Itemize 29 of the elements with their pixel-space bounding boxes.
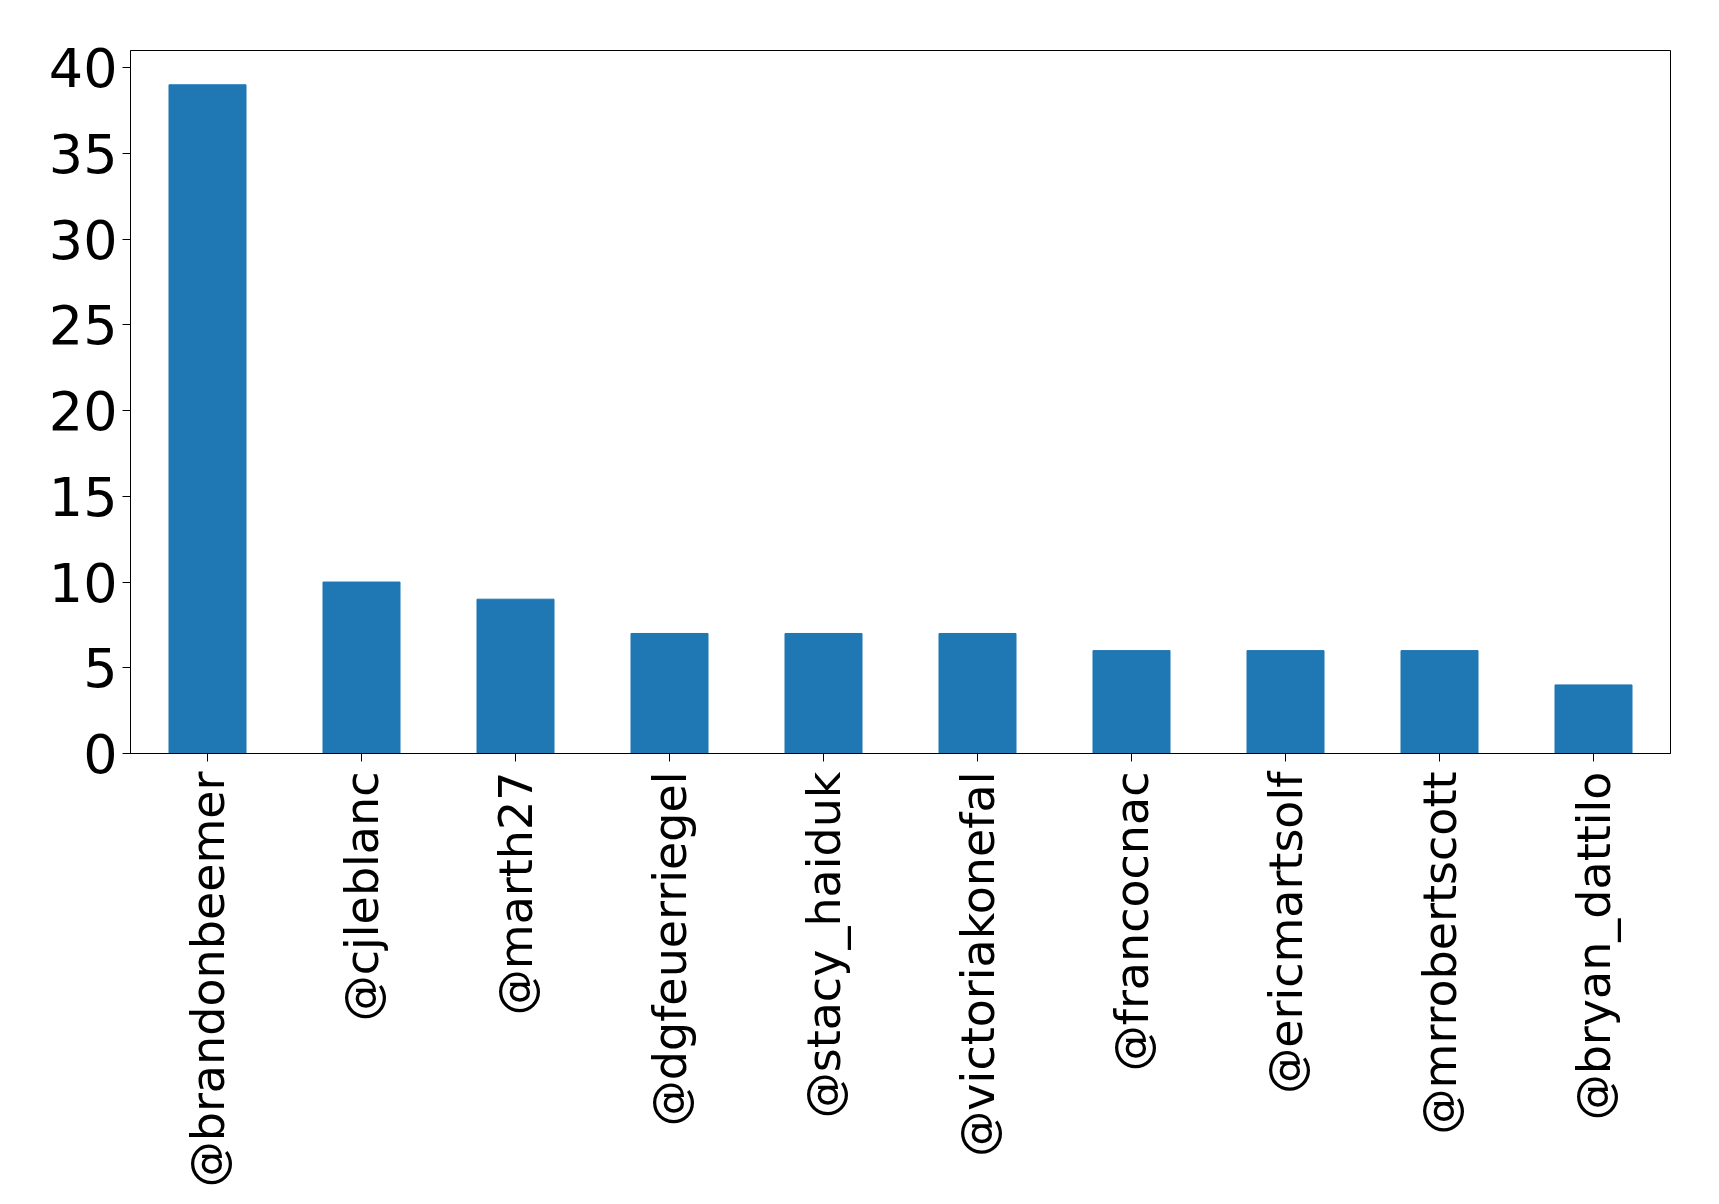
bar xyxy=(168,84,247,754)
bar xyxy=(476,598,555,754)
y-tick-label: 20 xyxy=(48,380,118,444)
bar xyxy=(784,632,863,754)
x-tick-label: @francocnac xyxy=(1104,771,1159,1072)
bar xyxy=(1092,650,1171,754)
x-tick-label: @brandonbeemer xyxy=(180,771,235,1188)
bar xyxy=(322,581,401,754)
y-tick-label: 30 xyxy=(48,208,118,272)
x-tick-label: @cjleblanc xyxy=(334,771,389,1022)
bar xyxy=(938,632,1017,754)
bar xyxy=(1246,650,1325,754)
x-tick-label: @mrrobertscott xyxy=(1412,771,1467,1135)
y-tick-label: 10 xyxy=(48,551,118,615)
x-tick-label: @bryan_dattilo xyxy=(1566,771,1621,1121)
y-tick-label: 40 xyxy=(48,37,118,101)
x-tick-label: @stacy_haiduk xyxy=(796,771,851,1119)
y-tick-label: 15 xyxy=(48,465,118,529)
x-tick-label: @marth27 xyxy=(488,771,543,1016)
bar xyxy=(1554,684,1633,754)
y-tick-label: 0 xyxy=(83,723,118,786)
x-tick-label: @ericmartsolf xyxy=(1258,769,1313,1094)
y-tick-label: 35 xyxy=(48,122,118,186)
y-tick-label: 25 xyxy=(48,294,118,358)
x-tick-label: @dgfeuerriegel xyxy=(642,771,697,1127)
bar xyxy=(630,632,709,754)
x-tick-label: @victoriakonefal xyxy=(950,771,1005,1157)
y-tick-label: 5 xyxy=(83,637,118,701)
bar xyxy=(1400,650,1479,754)
